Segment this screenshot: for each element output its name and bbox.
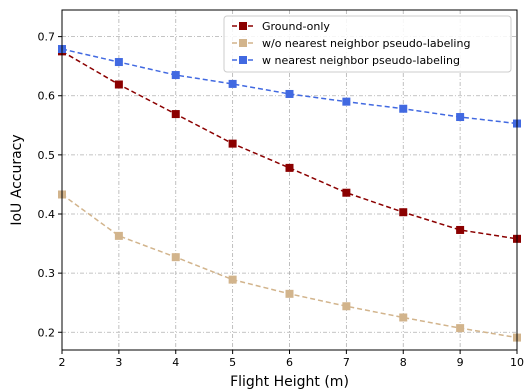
- y-tick-label: 0.6: [38, 90, 56, 103]
- y-tick-label: 0.7: [38, 31, 56, 44]
- data-point: [228, 79, 237, 88]
- legend: Ground-only w/o nearest neighbor pseudo-l…: [223, 15, 512, 73]
- data-point: [171, 71, 180, 80]
- data-point: [114, 58, 123, 67]
- legend-marker: [239, 56, 247, 64]
- y-axis-title: IoU Accuracy: [9, 134, 25, 225]
- data-point: [342, 188, 351, 197]
- data-point: [399, 208, 408, 217]
- x-tick-label: 2: [59, 356, 66, 369]
- legend-marker: [239, 39, 247, 47]
- data-point: [399, 104, 408, 113]
- x-axis: 2 3 4 5 6 7 8 9 10: [59, 350, 524, 369]
- x-tick-label: 3: [115, 356, 122, 369]
- x-tick-label: 6: [286, 356, 293, 369]
- legend-label: w nearest neighbor pseudo-labeling: [262, 54, 460, 67]
- series-line-1: [61, 50, 518, 240]
- data-point: [171, 253, 180, 262]
- data-point: [456, 324, 465, 333]
- data-point: [285, 163, 294, 172]
- legend-label: Ground-only: [262, 20, 330, 33]
- y-tick-label: 0.5: [38, 149, 56, 162]
- data-point: [114, 231, 123, 240]
- data-point: [342, 97, 351, 106]
- x-axis-title: Flight Height (m): [230, 374, 349, 390]
- data-point: [342, 302, 351, 311]
- y-tick-label: 0.4: [38, 208, 56, 221]
- data-point: [399, 313, 408, 322]
- x-tick-label: 10: [510, 356, 524, 369]
- x-tick-label: 5: [229, 356, 236, 369]
- legend-label: w/o nearest neighbor pseudo-labeling: [262, 37, 470, 50]
- y-tick-label: 0.3: [38, 267, 56, 280]
- data-point: [228, 275, 237, 284]
- data-point: [114, 80, 123, 89]
- y-tick-label: 0.2: [38, 326, 56, 339]
- legend-box: [223, 15, 512, 73]
- data-point: [456, 113, 465, 122]
- data-point: [285, 289, 294, 298]
- x-tick-label: 4: [172, 356, 179, 369]
- data-point: [285, 89, 294, 98]
- data-point: [456, 225, 465, 234]
- x-tick-label: 8: [400, 356, 407, 369]
- data-point: [171, 110, 180, 119]
- y-axis: 0.2 0.3 0.4 0.5 0.6 0.7: [38, 31, 62, 339]
- legend-marker: [239, 22, 247, 30]
- series-layer: [58, 45, 521, 342]
- data-point: [228, 139, 237, 148]
- x-tick-label: 9: [457, 356, 464, 369]
- x-tick-label: 7: [343, 356, 350, 369]
